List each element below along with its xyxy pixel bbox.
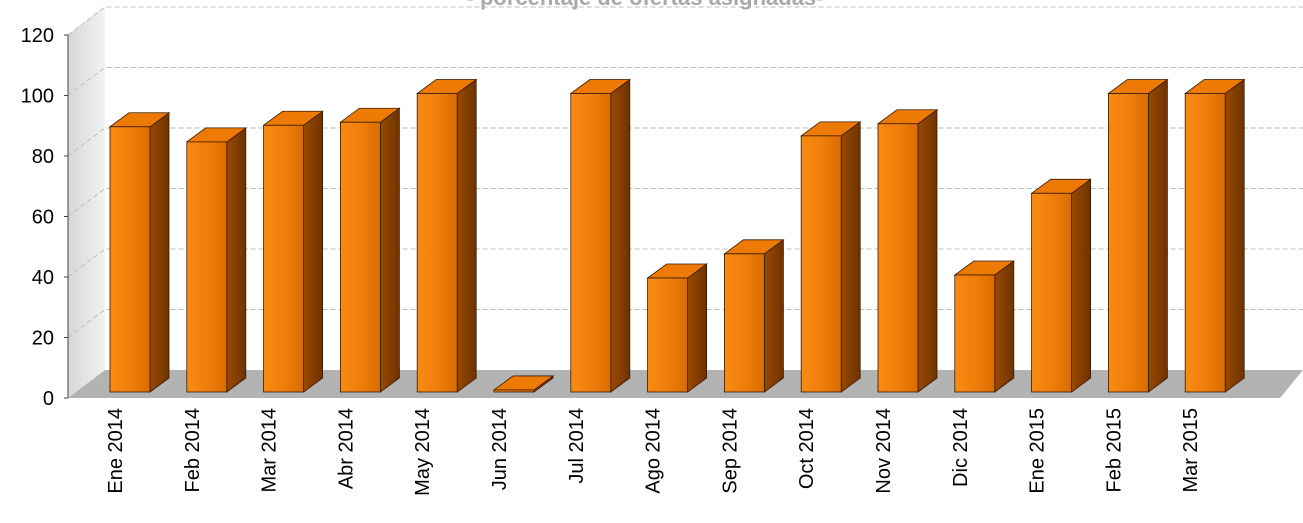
chart-title: - porcentaje de ofertas asignadas- — [467, 0, 824, 10]
y-tick-label: 80 — [32, 146, 54, 168]
y-tick-label: 20 — [32, 328, 54, 350]
bar-front — [877, 123, 919, 393]
y-tick-label: 0 — [43, 388, 54, 410]
bar — [108, 111, 171, 393]
bar-front — [1184, 93, 1226, 393]
bar-side — [1224, 78, 1245, 393]
bar — [646, 263, 708, 393]
bar — [185, 127, 248, 393]
bar — [415, 78, 478, 393]
bar — [339, 107, 401, 393]
x-tick-label: May 2014 — [412, 408, 434, 496]
bar-side — [303, 110, 324, 393]
bar-side — [149, 111, 170, 393]
bar — [1030, 178, 1092, 393]
gridline — [67, 6, 1303, 36]
y-tick-label: 40 — [32, 267, 54, 289]
x-tick-label: Dic 2014 — [950, 408, 972, 487]
bar-front — [647, 277, 688, 393]
bar-side — [610, 78, 631, 393]
x-tick-label: Sep 2014 — [719, 408, 741, 494]
y-tick-label: 120 — [21, 25, 54, 47]
bar — [492, 375, 555, 393]
chart-side-wall — [68, 6, 105, 398]
bar — [953, 260, 1016, 393]
bar-front — [1108, 93, 1149, 393]
bar — [876, 108, 939, 393]
bar-front — [493, 389, 535, 393]
bar — [262, 110, 324, 393]
bar-front — [416, 93, 458, 393]
bars — [108, 78, 1246, 393]
bar-side — [226, 127, 247, 393]
bar-front — [724, 253, 765, 393]
bar-side — [764, 239, 784, 393]
bar-side — [1148, 78, 1168, 393]
bar-side — [840, 121, 861, 393]
x-tick-label: Jul 2014 — [566, 408, 588, 484]
bar — [569, 78, 632, 393]
bar-front — [263, 124, 305, 393]
bar-side — [917, 108, 938, 393]
x-tick-label: Jun 2014 — [489, 408, 511, 490]
bar — [799, 121, 862, 393]
y-axis: 0 20 40 60 80 100 120 — [21, 25, 69, 410]
bar — [1107, 78, 1169, 393]
x-tick-label: Ene 2014 — [105, 408, 127, 494]
x-tick-label: Feb 2015 — [1103, 408, 1125, 493]
x-tick-label: Mar 2014 — [259, 408, 281, 493]
bar-side — [687, 263, 707, 393]
x-tick-label: Abr 2014 — [335, 408, 357, 489]
bar-front — [109, 126, 151, 393]
x-tick-label: Feb 2014 — [182, 408, 204, 493]
x-axis-labels: Ene 2014 Feb 2014 Mar 2014 Abr 2014 May 2014… — [105, 408, 1202, 496]
bar-side — [456, 78, 477, 393]
bar — [1183, 78, 1246, 393]
bar-front — [186, 141, 228, 393]
x-tick-label: Ene 2015 — [1027, 408, 1049, 494]
x-tick-label: Nov 2014 — [873, 408, 895, 494]
y-tick-label: 100 — [21, 86, 54, 108]
y-tick-label: 60 — [32, 207, 54, 229]
bar-side — [994, 260, 1015, 393]
bar-front — [1031, 192, 1072, 393]
bar-front — [800, 135, 842, 393]
x-tick-label: Ago 2014 — [643, 408, 665, 494]
bar-front — [954, 274, 996, 393]
x-tick-label: Mar 2015 — [1180, 408, 1202, 493]
bar — [723, 239, 785, 393]
bar-side — [1071, 178, 1091, 393]
bar-side — [379, 107, 400, 393]
bar-front — [570, 93, 612, 393]
bar-front — [339, 121, 381, 393]
x-tick-label: Oct 2014 — [796, 408, 818, 489]
